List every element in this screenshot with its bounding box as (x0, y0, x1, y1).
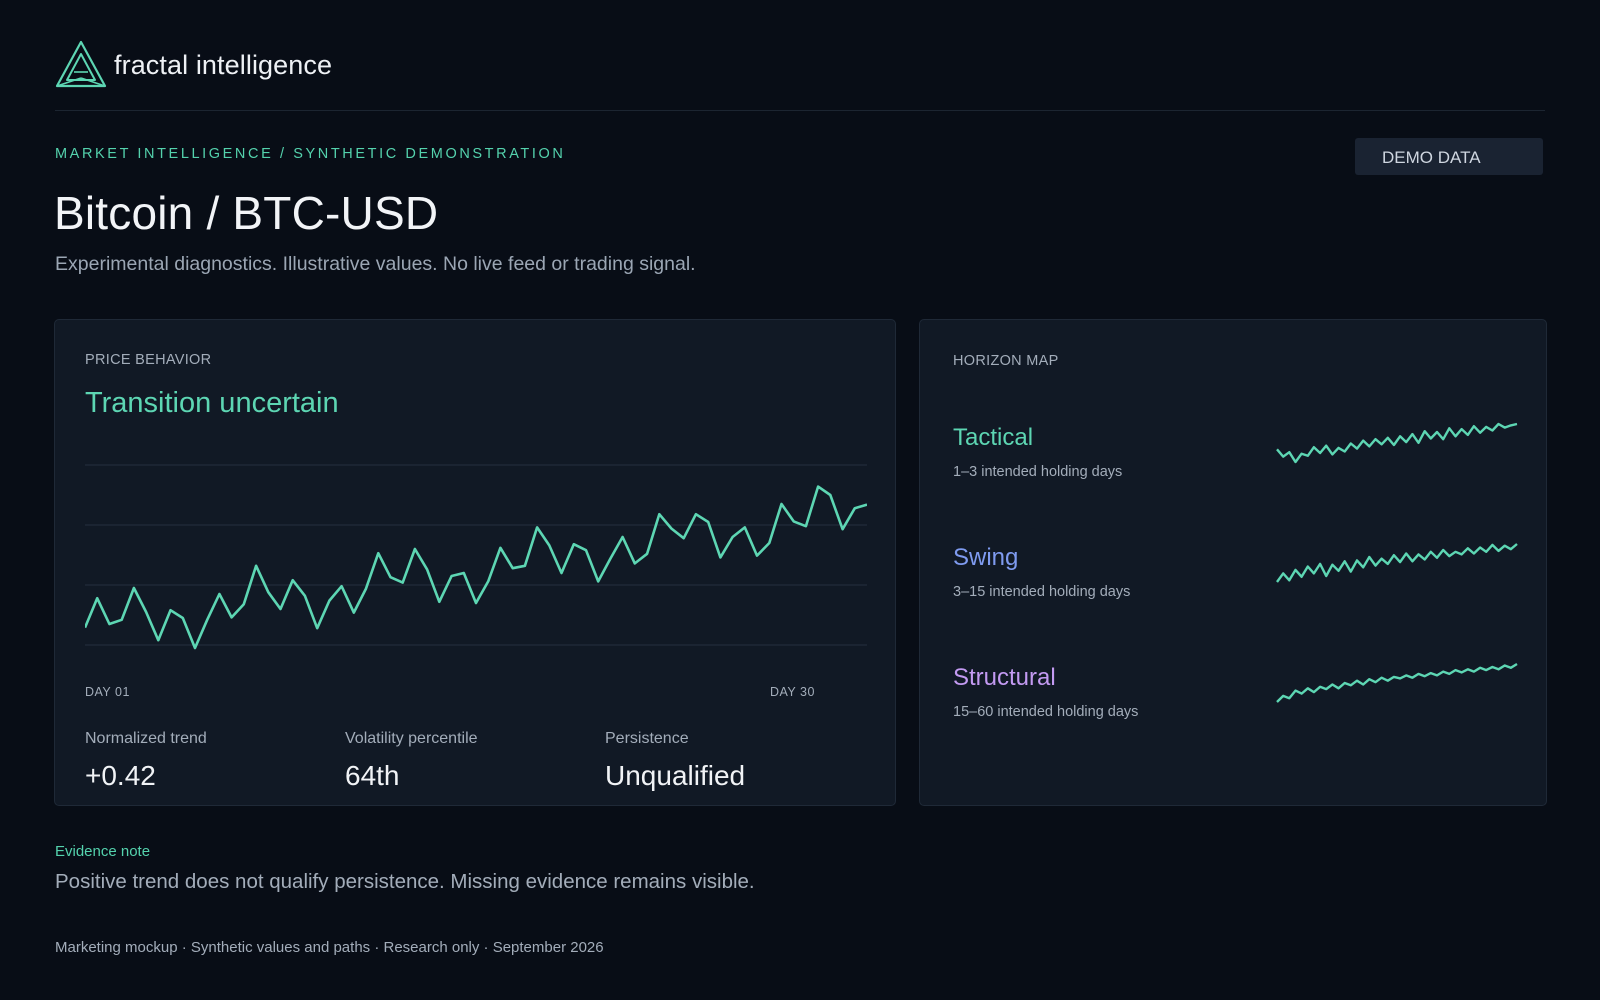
page-title: Bitcoin / BTC-USD (54, 187, 439, 239)
brand[interactable]: fractal intelligence (55, 40, 332, 90)
metric-value: Unqualified (605, 760, 746, 791)
horizon-desc: 1–3 intended holding days (953, 464, 1123, 480)
triangle-logo-icon (55, 40, 107, 88)
price-behavior-card: PRICE BEHAVIOR Transition uncertain DAY … (54, 319, 896, 806)
metric-label: Volatility percentile (345, 730, 478, 747)
horizon-map-card: HORIZON MAP Tactical 1–3 intended holdin… (919, 319, 1547, 806)
brand-name: fractal intelligence (114, 49, 333, 80)
horizon-row-swing: Swing 3–15 intended holding days (953, 543, 1518, 614)
metric-label: Normalized trend (85, 730, 207, 747)
horizon-name: Swing (953, 544, 1019, 571)
metric-normalized-trend: Normalized trend +0.42 (85, 730, 207, 792)
horizon-row-structural: Structural 15–60 intended holding days (953, 662, 1518, 734)
axis-start-label: DAY 01 (85, 685, 130, 699)
metric-value: 64th (345, 760, 400, 791)
structural-sparkline (1276, 662, 1518, 703)
page-subtitle: Experimental diagnostics. Illustrative v… (55, 253, 696, 275)
sparkline-tactical-line (1276, 422, 1518, 464)
sparkline-swing-line (1276, 543, 1518, 583)
evidence-note-text: Positive trend does not qualify persiste… (55, 870, 755, 893)
metric-label: Persistence (605, 730, 689, 747)
metric-persistence: Persistence Unqualified (605, 730, 745, 792)
axis-end-label: DAY 30 (770, 685, 815, 699)
horizon-map-label: HORIZON MAP (953, 353, 1059, 369)
demo-data-badge: DEMO DATA (1355, 138, 1543, 175)
metric-value: +0.42 (85, 760, 156, 791)
horizon-row-tactical: Tactical 1–3 intended holding days (953, 422, 1518, 494)
price-state: Transition uncertain (85, 387, 339, 419)
tactical-sparkline (1276, 422, 1518, 464)
section-kicker: MARKET INTELLIGENCE / SYNTHETIC DEMONSTR… (55, 146, 566, 162)
swing-sparkline (1276, 543, 1518, 583)
header: fractal intelligence (55, 0, 1545, 111)
price-chart (85, 464, 867, 650)
footer-note: Marketing mockup · Synthetic values and … (55, 939, 604, 956)
horizon-name: Structural (953, 664, 1056, 691)
price-behavior-label: PRICE BEHAVIOR (85, 352, 212, 368)
horizon-desc: 3–15 intended holding days (953, 584, 1131, 600)
evidence-note-label: Evidence note (55, 843, 151, 860)
sparkline-structural-line (1276, 662, 1518, 703)
metric-volatility-percentile: Volatility percentile 64th (345, 730, 478, 792)
price-series-line (85, 485, 867, 650)
horizon-name: Tactical (953, 424, 1034, 451)
horizon-desc: 15–60 intended holding days (953, 704, 1139, 720)
